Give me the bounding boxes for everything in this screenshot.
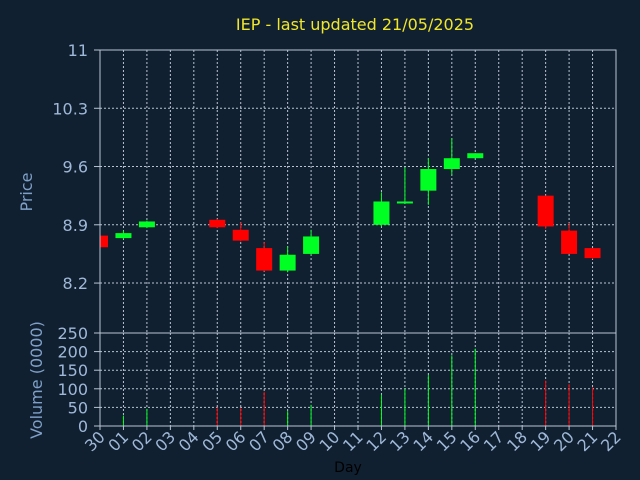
price-tick-label: 8.9	[63, 216, 88, 235]
candle-body	[584, 248, 601, 259]
candle-body	[279, 254, 296, 271]
chart-title: IEP - last updated 21/05/2025	[236, 15, 474, 34]
x-axis: 3001020304050607080910111213141516171819…	[81, 426, 625, 455]
volume-tick-label: 100	[57, 380, 88, 399]
volume-tick-label: 0	[78, 417, 88, 436]
candle-body	[209, 219, 226, 228]
candle-body	[138, 221, 155, 228]
candle-body	[561, 230, 578, 254]
x-axis-label: Day	[334, 460, 362, 476]
price-tick-label: 10.3	[52, 99, 88, 118]
candle-body	[467, 153, 484, 159]
volume-tick-label: 200	[57, 343, 88, 362]
price-tick-label: 8.2	[63, 274, 88, 293]
volume-tick-label: 50	[68, 398, 88, 417]
candle-body	[115, 233, 132, 239]
volume-axis-label: Volume (0000)	[27, 321, 46, 439]
x-tick-label: 22	[597, 427, 625, 455]
candle-body	[396, 201, 413, 204]
candle-body	[100, 235, 108, 248]
price-panel: 11 10.3 9.6 8.9 8.2	[52, 41, 617, 334]
volume-tick-label: 250	[57, 324, 88, 343]
candle-body	[420, 169, 437, 191]
price-tick-label: 9.6	[63, 158, 88, 177]
volume-tick-label: 150	[57, 361, 88, 380]
price-tick-label: 11	[68, 41, 88, 60]
candle-body	[232, 229, 249, 241]
candle-body	[443, 158, 460, 170]
candle-body	[537, 195, 554, 227]
candle-body	[256, 248, 273, 271]
price-axis-label: Price	[17, 172, 36, 211]
candle-body	[303, 236, 320, 254]
candle-body	[373, 201, 390, 225]
